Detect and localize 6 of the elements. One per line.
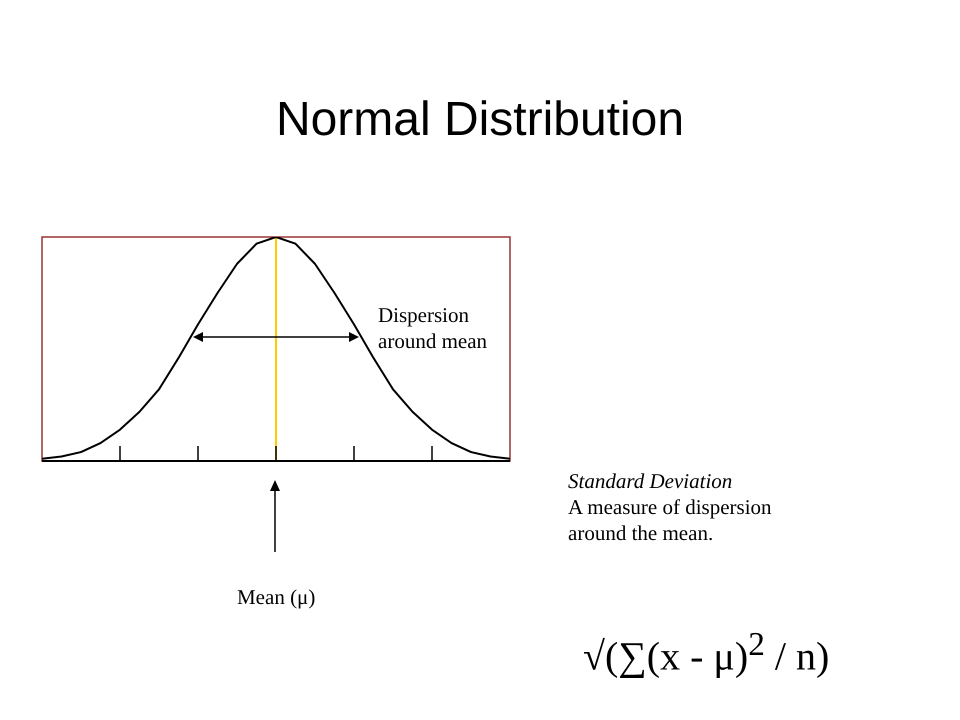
text: √(∑(x - μ)$^{2}$ / n) — [583, 625, 830, 680]
text: A measure of dispersion around the mean. — [568, 494, 772, 546]
text: Mean (μ) — [237, 585, 316, 609]
text: Standard Deviation — [568, 468, 732, 494]
chart-title: Normal Distribution — [274, 92, 686, 147]
annotation: Dispersion around mean — [378, 302, 488, 354]
